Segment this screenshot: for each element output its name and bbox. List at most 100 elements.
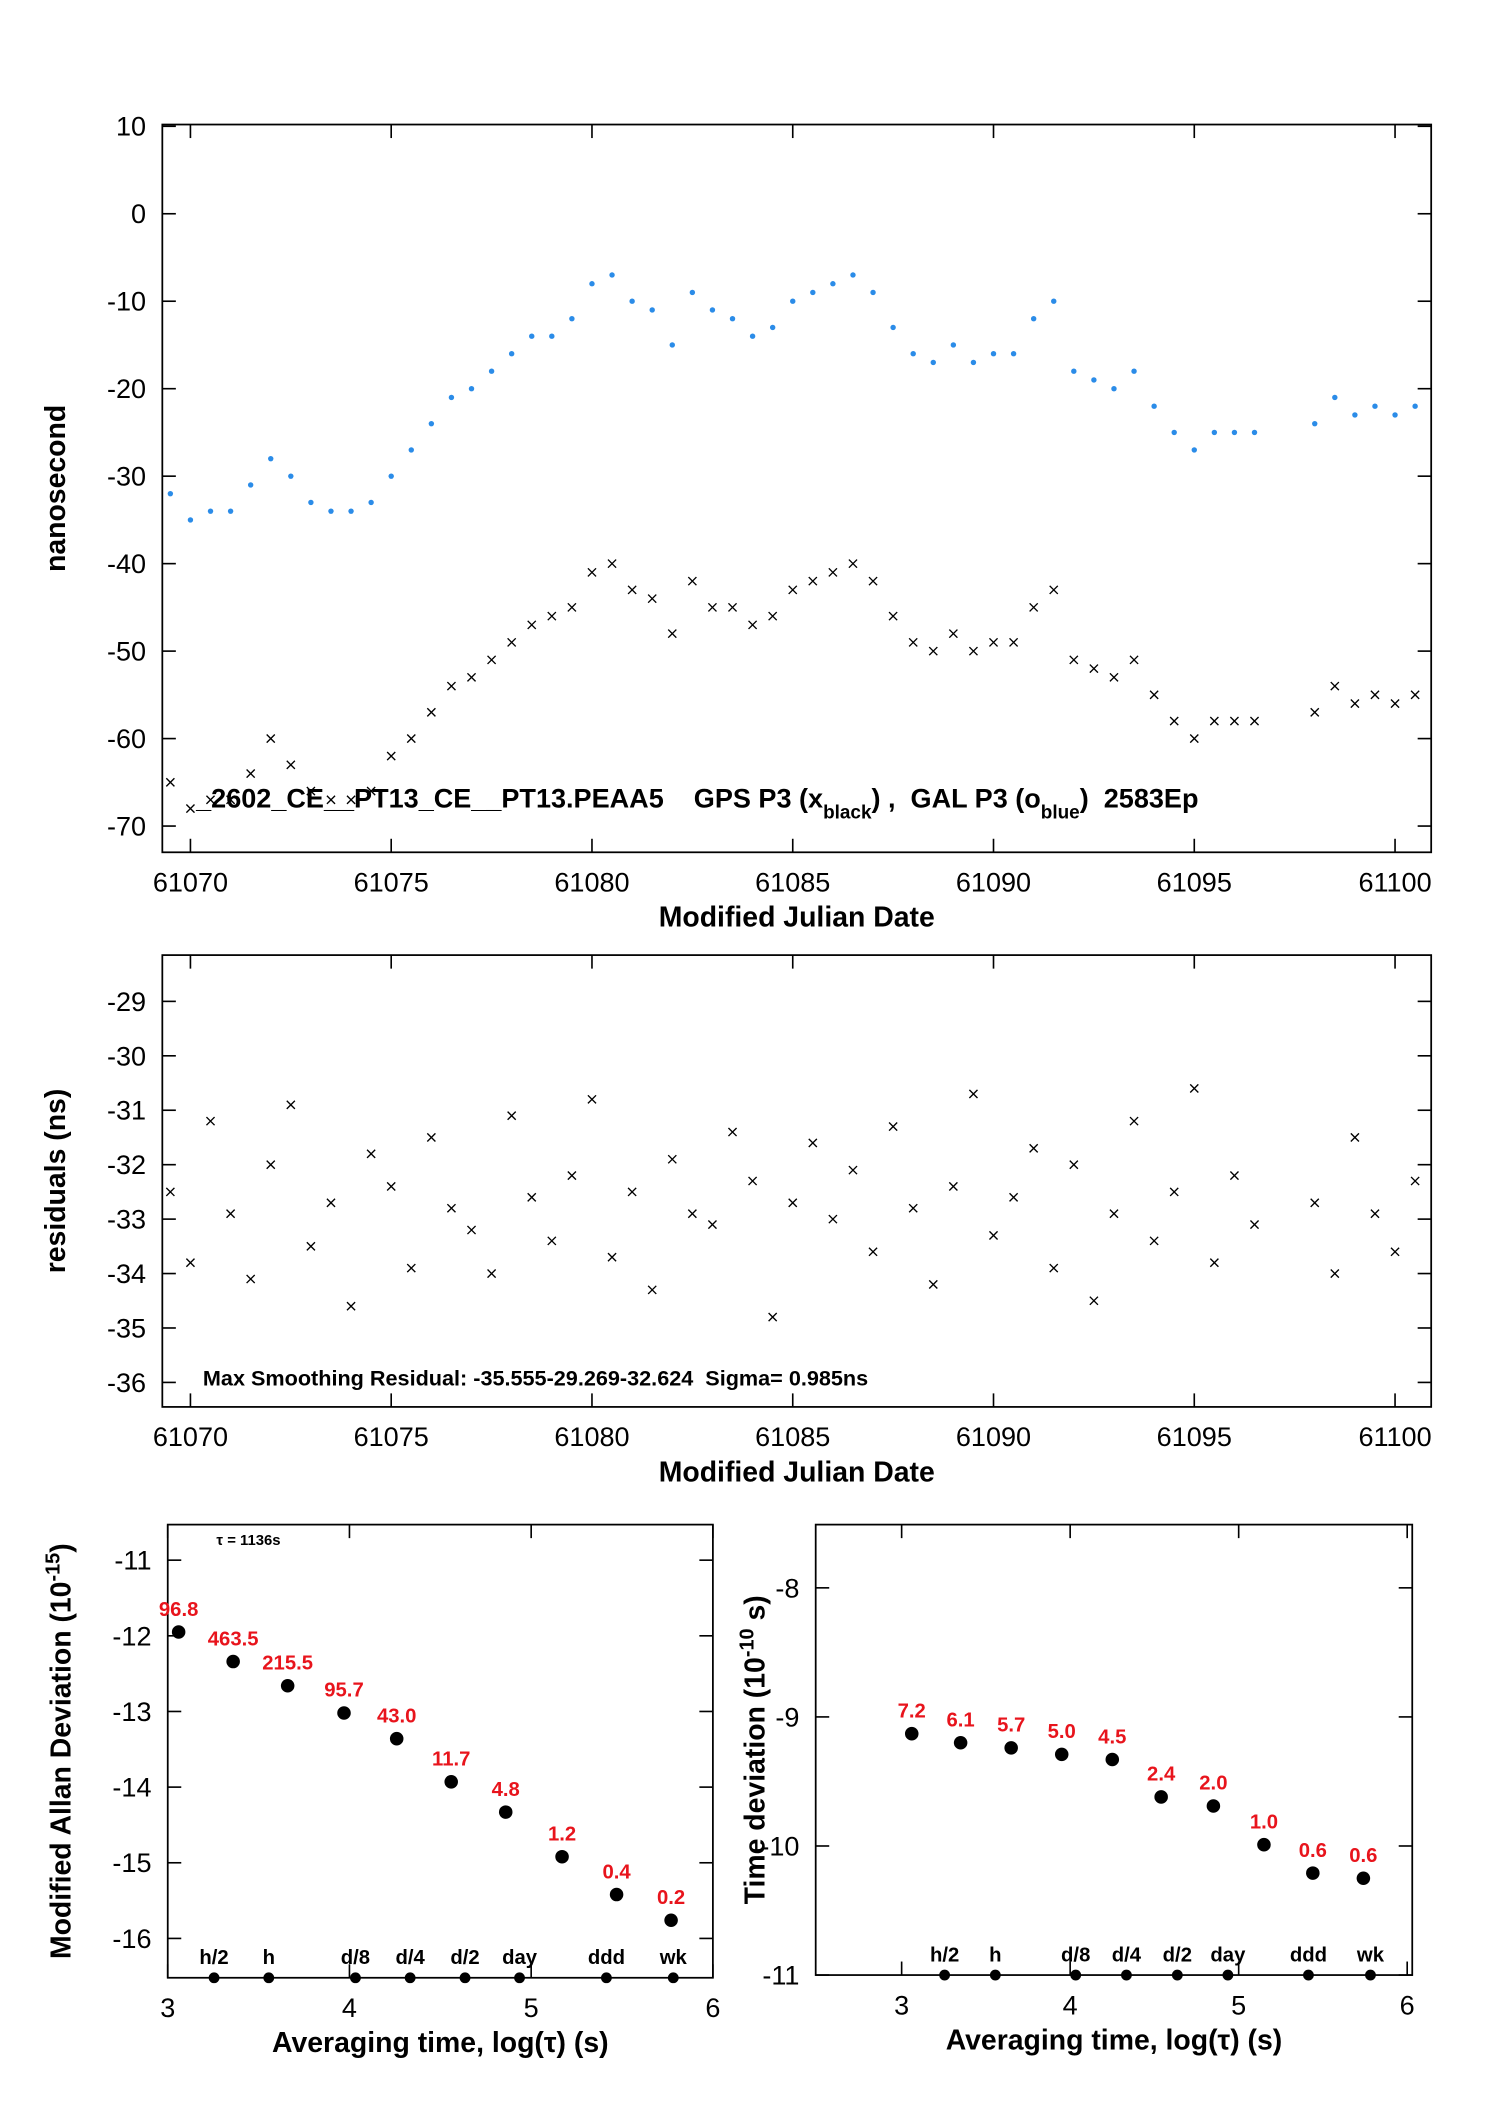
- data-point: [1330, 1269, 1340, 1279]
- data-point: [607, 1252, 617, 1262]
- text-piece: τ = 1136s: [216, 1533, 280, 1549]
- data-point: [788, 1198, 798, 1208]
- x-tick-label: 61090: [956, 1422, 1031, 1452]
- time-marker-label: wk: [1356, 1945, 1385, 1967]
- plot-frame: [161, 123, 1433, 854]
- data-point: [1109, 672, 1119, 682]
- data-point: [1010, 351, 1017, 357]
- data-point: [226, 1654, 240, 1669]
- time-marker-label: d/2: [1163, 1945, 1192, 1967]
- data-point: [589, 281, 595, 287]
- time-marker: [1222, 1969, 1234, 1981]
- data-point: [928, 646, 938, 656]
- data-point: [389, 1731, 404, 1746]
- data-point: [529, 333, 535, 339]
- data-point: [386, 1181, 396, 1191]
- data-point: [768, 611, 778, 621]
- data-point: [1191, 447, 1197, 453]
- data-point: [366, 1149, 376, 1159]
- time-marker-label: d/8: [341, 1947, 370, 1969]
- data-point: [1049, 1263, 1059, 1273]
- data-point: [308, 499, 314, 506]
- data-point: [185, 804, 195, 814]
- data-point: [990, 351, 997, 357]
- data-point: [406, 1263, 416, 1273]
- data-point: [609, 1887, 624, 1902]
- data-point: [888, 611, 898, 621]
- data-point: [266, 1160, 276, 1170]
- y-tick-label: -36: [107, 1368, 146, 1398]
- data-point: [727, 602, 738, 612]
- y-axis-label: nanosecond: [40, 405, 72, 572]
- point-label: 7.2: [898, 1700, 926, 1722]
- data-point: [306, 786, 316, 796]
- data-point: [446, 1203, 456, 1213]
- data-point: [1370, 1209, 1380, 1219]
- data-point: [729, 316, 736, 322]
- data-point: [1249, 716, 1260, 726]
- time-marker: [1365, 1969, 1376, 1981]
- data-point: [487, 655, 497, 665]
- x-tick-label: 61070: [153, 868, 228, 898]
- data-point: [185, 1258, 195, 1268]
- data-point: [1131, 368, 1137, 374]
- time-marker: [667, 1972, 679, 1984]
- data-point: [348, 508, 354, 514]
- data-point: [1189, 734, 1199, 744]
- data-point: [466, 672, 477, 682]
- data-point: [649, 307, 655, 313]
- data-point: [388, 473, 394, 479]
- data-point: [1004, 1741, 1018, 1755]
- time-marker-label: d/8: [1061, 1945, 1090, 1967]
- y-tick-label: -12: [112, 1621, 151, 1651]
- point-label: 2.0: [1199, 1773, 1227, 1795]
- time-marker: [404, 1972, 416, 1984]
- data-point: [1171, 429, 1177, 436]
- data-point: [366, 786, 376, 796]
- x-tick-label: 61085: [755, 868, 830, 898]
- data-point: [830, 281, 836, 287]
- x-tick-label: 61100: [1358, 1422, 1431, 1452]
- point-label: 5.7: [997, 1715, 1025, 1737]
- data-point: [268, 455, 274, 462]
- point-label: 4.8: [492, 1779, 520, 1801]
- data-point: [205, 795, 216, 805]
- time-marker: [1121, 1969, 1132, 1981]
- data-point: [647, 594, 657, 604]
- time-marker-label: d/4: [1112, 1945, 1142, 1967]
- data-point: [1149, 690, 1159, 700]
- x-tick-label: 61070: [153, 1422, 228, 1452]
- data-point: [647, 1285, 657, 1295]
- data-point: [1009, 637, 1019, 647]
- data-point: [1111, 385, 1117, 392]
- point-label: 463.5: [208, 1628, 259, 1650]
- data-point: [1105, 1752, 1120, 1767]
- y-tick-label: -31: [107, 1096, 146, 1126]
- y-tick-label: -16: [112, 1924, 151, 1954]
- data-point: [386, 751, 396, 761]
- data-point: [1209, 716, 1219, 726]
- data-point: [748, 620, 758, 630]
- script: blue: [1041, 802, 1080, 823]
- plot-frame: [166, 1523, 714, 1979]
- data-point: [1054, 1747, 1069, 1762]
- data-point: [1332, 394, 1338, 401]
- x-tick-label: 6: [705, 1993, 720, 2023]
- point-label: 96.8: [159, 1599, 198, 1621]
- data-point: [1251, 429, 1258, 436]
- data-point: [1310, 1198, 1320, 1208]
- data-point: [508, 351, 515, 357]
- data-point: [205, 1116, 216, 1126]
- plot-frame: [814, 1523, 1414, 1976]
- y-tick-label: -40: [107, 549, 146, 579]
- data-point: [908, 1203, 918, 1213]
- data-point: [1049, 585, 1059, 595]
- y-tick-label: -9: [775, 1702, 799, 1732]
- y-tick-label: -14: [112, 1773, 151, 1803]
- data-point: [1350, 699, 1360, 709]
- time-marker-label: d/4: [395, 1947, 425, 1969]
- time-marker: [350, 1972, 361, 1984]
- text-piece: _2602_CE__PT13_CE__PT13.PEAA5 GPS P3 (x: [195, 784, 823, 814]
- data-point: [707, 602, 717, 612]
- data-point: [1209, 1258, 1219, 1268]
